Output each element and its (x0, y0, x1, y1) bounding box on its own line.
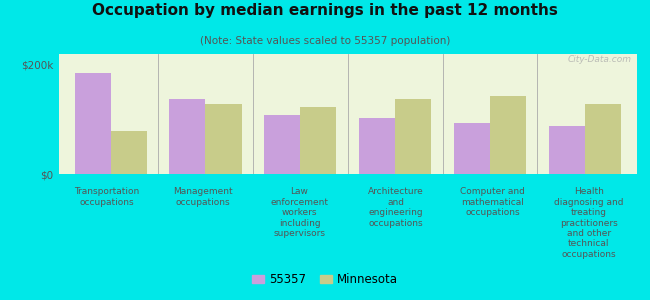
Text: Architecture
and
engineering
occupations: Architecture and engineering occupations (368, 188, 424, 228)
Bar (205, 104, 242, 174)
Bar (549, 126, 585, 174)
Text: Health
diagnosing and
treating
practitioners
and other
technical
occupations: Health diagnosing and treating practitio… (554, 188, 623, 259)
Text: Law
enforcement
workers
including
supervisors: Law enforcement workers including superv… (270, 188, 328, 238)
Bar (170, 99, 205, 174)
Bar (490, 96, 526, 174)
Text: City-Data.com: City-Data.com (567, 55, 631, 64)
Text: (Note: State values scaled to 55357 population): (Note: State values scaled to 55357 popu… (200, 36, 450, 46)
Bar (265, 115, 300, 174)
Bar (359, 118, 395, 174)
Legend: 55357, Minnesota: 55357, Minnesota (248, 269, 402, 291)
Bar (585, 104, 621, 174)
Bar (75, 73, 110, 174)
Text: Occupation by median earnings in the past 12 months: Occupation by median earnings in the pas… (92, 3, 558, 18)
Text: Management
occupations: Management occupations (174, 188, 233, 207)
Bar (454, 123, 490, 174)
Text: Transportation
occupations: Transportation occupations (74, 188, 139, 207)
Bar (300, 107, 336, 174)
Bar (111, 131, 147, 174)
Text: Computer and
mathematical
occupations: Computer and mathematical occupations (460, 188, 525, 217)
Bar (395, 99, 431, 174)
